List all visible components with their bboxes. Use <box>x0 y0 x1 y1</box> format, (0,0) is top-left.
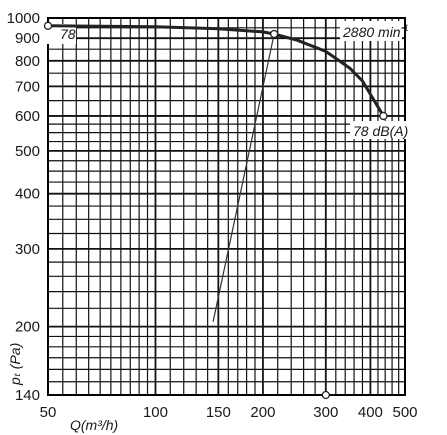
plot-frame <box>47 17 406 396</box>
y-tick-label: 800 <box>15 53 40 70</box>
label-box <box>350 121 408 139</box>
system-curve <box>212 33 275 322</box>
curve-point <box>269 29 279 39</box>
label-box <box>340 21 402 41</box>
x-axis-title: Q(m³/h) <box>70 417 118 433</box>
y-tick-label: 600 <box>15 108 40 125</box>
y-tick-label: 500 <box>15 143 40 160</box>
fan-curve <box>47 24 385 117</box>
curve-point <box>379 111 388 121</box>
y-tick-label: 300 <box>15 241 40 258</box>
x-tick-label: 400 <box>358 404 383 421</box>
x-tick-label: 100 <box>143 404 168 421</box>
speed-exponent: -1 <box>401 23 409 33</box>
y-tick-label: 900 <box>15 30 40 47</box>
y-tick-label: 400 <box>15 186 40 203</box>
y-tick-label: 140 <box>15 387 40 404</box>
speed-label: 2880 min-1 <box>342 23 409 40</box>
x-tick-label: 50 <box>40 404 57 421</box>
x-tick-label: 150 <box>206 404 231 421</box>
curve-point <box>321 390 330 400</box>
y-tick-label: 1000 <box>7 10 40 27</box>
y-tick-label: 200 <box>15 319 40 336</box>
x-tick-label: 500 <box>392 404 417 421</box>
x-tick-label: 300 <box>313 404 338 421</box>
noise-label: 78 dB(A) <box>353 123 408 139</box>
series-label: 78 <box>60 26 76 42</box>
x-tick-label: 200 <box>250 404 275 421</box>
curve-point <box>43 21 53 30</box>
y-axis-title: pₜ (Pa) <box>7 343 23 386</box>
label-box <box>46 23 76 44</box>
y-tick-label: 700 <box>15 78 40 95</box>
